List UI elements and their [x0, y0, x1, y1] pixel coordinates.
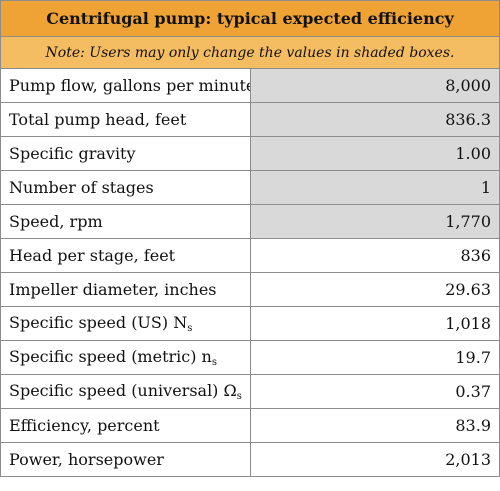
row-label: Head per stage, feet [9, 246, 176, 265]
pump-table: Centrifugal pump: typical expected effic… [0, 0, 500, 477]
row-value[interactable]: 1,770 [249, 204, 500, 239]
row-value: 29.63 [249, 272, 500, 307]
row-value: 2,013 [249, 442, 500, 477]
row-label: Specific speed (US) N [9, 313, 188, 332]
table-row: Power, horsepower 2,013 [0, 442, 500, 477]
table-row: Specific gravity 1.00 [0, 136, 500, 171]
row-value[interactable]: 836.3 [249, 102, 500, 137]
row-label-cell: Number of stages [0, 170, 251, 205]
row-value[interactable]: 1.00 [249, 136, 500, 171]
table-row: Specific speed (universal) Ωs 0.37 [0, 374, 500, 409]
row-value: 0.37 [249, 374, 500, 409]
table-row: Total pump head, feet 836.3 [0, 102, 500, 137]
row-label: Impeller diameter, inches [9, 280, 217, 299]
table-row: Impeller diameter, inches 29.63 [0, 272, 500, 307]
row-label: Specific speed (universal) Ω [9, 381, 237, 400]
row-value: 83.9 [249, 408, 500, 443]
table-row: Efficiency, percent 83.9 [0, 408, 500, 443]
row-label-cell: Specific speed (US) Ns [0, 306, 251, 341]
row-value: 1,018 [249, 306, 500, 341]
row-label-cell: Power, horsepower [0, 442, 251, 477]
row-label-cell: Efficiency, percent [0, 408, 251, 443]
row-value: 19.7 [249, 340, 500, 375]
row-label: Pump flow, gallons per minute (gpm) [9, 76, 250, 95]
table-row: Head per stage, feet 836 [0, 238, 500, 273]
row-value[interactable]: 1 [249, 170, 500, 205]
note-row: Note: Users may only change the values i… [0, 36, 500, 69]
row-label: Speed, rpm [9, 212, 103, 231]
row-label-cell: Specific speed (metric) ns [0, 340, 251, 375]
row-label: Total pump head, feet [9, 110, 187, 129]
row-value[interactable]: 8,000 [249, 68, 500, 103]
row-label: Power, horsepower [9, 450, 164, 469]
row-label-cell: Specific speed (universal) Ωs [0, 374, 251, 409]
table-row: Specific speed (US) Ns 1,018 [0, 306, 500, 341]
row-label-cell: Specific gravity [0, 136, 251, 171]
row-label: Specific speed (metric) n [9, 347, 212, 366]
row-label: Efficiency, percent [9, 416, 160, 435]
row-label-cell: Speed, rpm [0, 204, 251, 239]
row-label-subscript: s [187, 323, 193, 334]
row-label: Specific gravity [9, 144, 136, 163]
table-title: Centrifugal pump: typical expected effic… [0, 0, 500, 37]
title-row: Centrifugal pump: typical expected effic… [0, 0, 500, 37]
table-row: Pump flow, gallons per minute (gpm)8,000 [0, 68, 500, 103]
row-label: Number of stages [9, 178, 154, 197]
row-label-subscript: s [236, 391, 242, 402]
row-label-subscript: s [211, 357, 217, 368]
row-label-cell: Impeller diameter, inches [0, 272, 251, 307]
row-label-cell: Total pump head, feet [0, 102, 251, 137]
table-note: Note: Users may only change the values i… [0, 36, 500, 69]
row-label-cell: Pump flow, gallons per minute (gpm) [0, 68, 251, 103]
table-row: Number of stages 1 [0, 170, 500, 205]
row-label-cell: Head per stage, feet [0, 238, 251, 273]
table-row: Specific speed (metric) ns 19.7 [0, 340, 500, 375]
table-row: Speed, rpm 1,770 [0, 204, 500, 239]
table-body: Centrifugal pump: typical expected effic… [0, 0, 500, 477]
row-value: 836 [249, 238, 500, 273]
